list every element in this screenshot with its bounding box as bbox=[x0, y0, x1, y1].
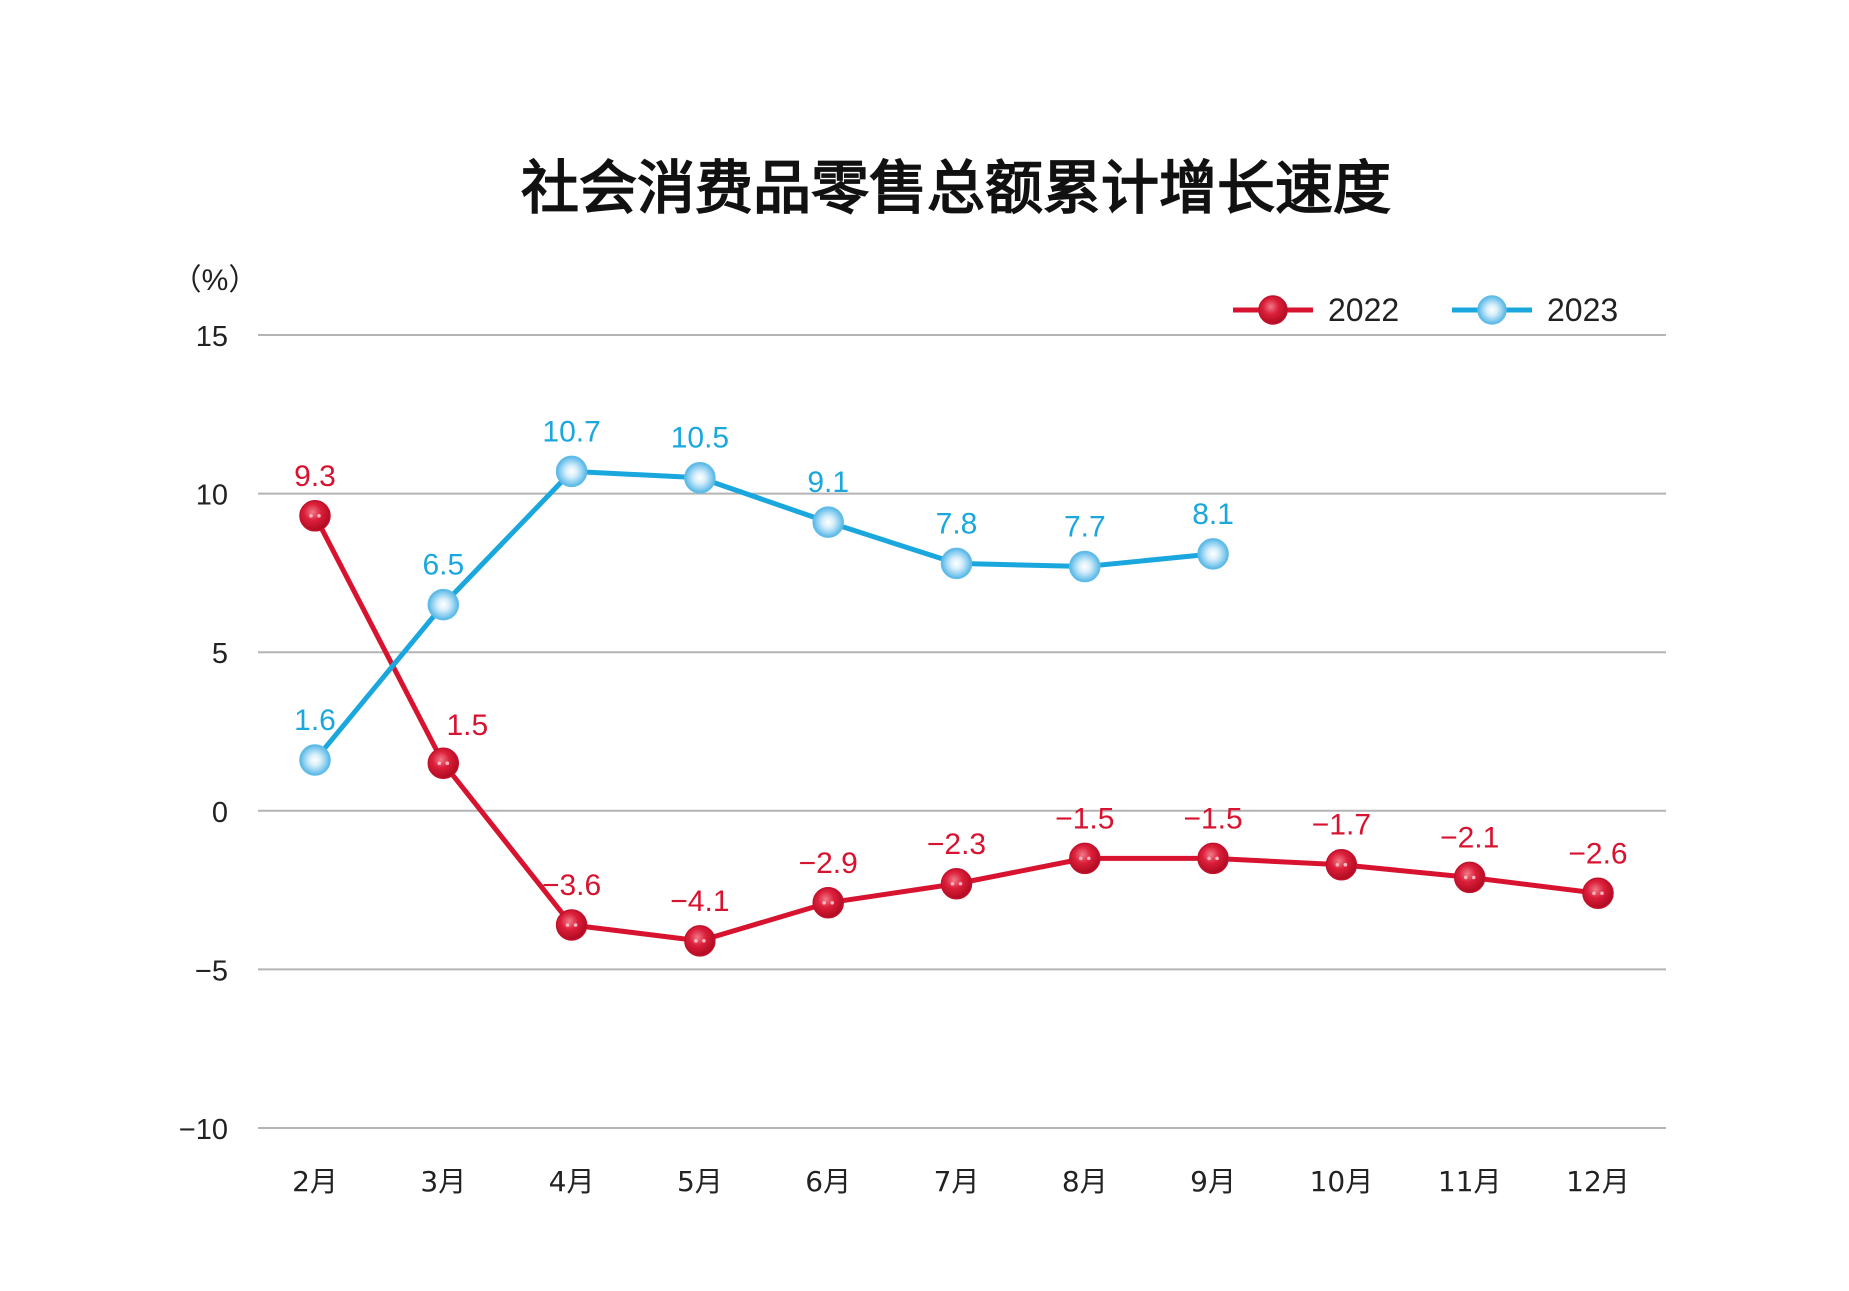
data-point-2023 bbox=[684, 461, 716, 494]
marker-dot bbox=[317, 514, 321, 518]
data-point-2022 bbox=[812, 887, 844, 919]
x-category-label: 7月 bbox=[934, 1165, 980, 1198]
data-point-2022 bbox=[299, 500, 331, 532]
data-label-2023: 10.5 bbox=[671, 422, 729, 455]
marker-dot bbox=[822, 900, 826, 905]
marker-dot bbox=[437, 761, 442, 766]
data-point-2022 bbox=[1325, 848, 1358, 881]
data-label-2022: −4.1 bbox=[670, 885, 729, 918]
x-category-label: 11月 bbox=[1438, 1165, 1502, 1198]
data-label-2022: −2.1 bbox=[1440, 821, 1499, 854]
series-2022: 9.3 1.5 −3.6 −4.1 −2.9 −2.3 −1.5 −1.5 −1.7 −2.1 −2… bbox=[294, 460, 1628, 957]
marker-dot bbox=[1215, 856, 1219, 861]
series-2023: 1.6 6.5 10.7 10.5 9.1 7.8 7.7 8.1 bbox=[294, 415, 1234, 776]
marker-dot bbox=[1592, 891, 1596, 896]
marker-dot bbox=[1600, 891, 1604, 896]
x-category-label: 3月 bbox=[420, 1165, 466, 1198]
legend: 2022 2023 bbox=[1233, 292, 1618, 328]
legend-marker bbox=[1477, 295, 1507, 325]
legend-marker bbox=[1258, 295, 1288, 325]
x-category-label: 2月 bbox=[292, 1165, 338, 1198]
data-label-2023: 10.7 bbox=[542, 415, 600, 448]
data-label-2022: −1.5 bbox=[1183, 802, 1242, 835]
x-category-label: 6月 bbox=[805, 1165, 851, 1198]
marker-dot bbox=[702, 939, 706, 943]
data-point-2023 bbox=[940, 547, 973, 580]
legend-label: 2023 bbox=[1547, 292, 1618, 328]
marker-dot bbox=[445, 761, 450, 766]
marker-dot bbox=[573, 923, 578, 927]
x-category-label: 5月 bbox=[677, 1165, 723, 1198]
data-label-2023: 6.5 bbox=[422, 549, 464, 582]
data-point-2023 bbox=[1197, 538, 1229, 570]
y-axis-ticks: 15 10 5 0 −5 −10 bbox=[179, 321, 228, 1146]
data-point-2023 bbox=[299, 744, 331, 776]
data-point-2022 bbox=[555, 909, 588, 941]
x-category-label: 10月 bbox=[1310, 1165, 1374, 1198]
data-point-2022 bbox=[684, 925, 716, 957]
marker-dot bbox=[1079, 856, 1083, 861]
marker-dot bbox=[958, 881, 963, 886]
x-axis-categories: 2月 3月 4月 5月 6月 7月 8月 9月 10月 11月 12月 bbox=[292, 1165, 1630, 1198]
chart-title: 社会消费品零售总额累计增长速度 bbox=[521, 154, 1391, 222]
data-label-2023: 9.1 bbox=[807, 466, 849, 499]
y-tick-label: 0 bbox=[212, 797, 228, 829]
marker-dot bbox=[830, 900, 834, 905]
data-label-2022: 1.5 bbox=[446, 709, 488, 742]
data-point-2023 bbox=[555, 455, 588, 488]
marker-dot bbox=[1463, 875, 1468, 880]
data-label-2023: 7.7 bbox=[1064, 511, 1106, 544]
legend-item-2023: 2023 bbox=[1452, 292, 1618, 328]
data-point-2023 bbox=[812, 506, 844, 538]
data-point-2022 bbox=[427, 747, 460, 779]
marker-dot bbox=[1087, 856, 1091, 861]
marker-dot bbox=[565, 923, 570, 927]
data-label-2023: 1.6 bbox=[294, 704, 336, 737]
x-category-label: 8月 bbox=[1062, 1165, 1108, 1198]
data-label-2022: −3.6 bbox=[542, 869, 601, 902]
marker-dot bbox=[1471, 875, 1476, 880]
series-line-2023 bbox=[313, 468, 1214, 762]
data-label-2023: 7.8 bbox=[936, 507, 978, 540]
y-tick-label: 10 bbox=[196, 480, 228, 512]
data-label-2023: 8.1 bbox=[1192, 498, 1234, 531]
marker-dot bbox=[1343, 862, 1348, 867]
y-axis-unit-label: （%） bbox=[172, 264, 259, 297]
marker-dot bbox=[694, 939, 698, 943]
data-label-2022: −1.5 bbox=[1055, 802, 1114, 835]
x-category-label: 9月 bbox=[1190, 1165, 1236, 1198]
series: 9.3 1.5 −3.6 −4.1 −2.9 −2.3 −1.5 −1.5 −1.7 −2.1 −2… bbox=[294, 415, 1628, 957]
data-label-2022: −2.3 bbox=[927, 828, 986, 861]
data-point-2022 bbox=[1197, 842, 1229, 875]
y-tick-label: 5 bbox=[212, 638, 228, 670]
legend-label: 2022 bbox=[1328, 292, 1399, 328]
y-tick-label: −5 bbox=[195, 955, 228, 987]
data-point-2022 bbox=[940, 868, 973, 900]
marker-dot bbox=[309, 514, 313, 518]
y-tick-label: 15 bbox=[196, 321, 228, 353]
x-category-label: 12月 bbox=[1566, 1165, 1630, 1198]
data-label-2022: −2.6 bbox=[1568, 837, 1627, 870]
marker-dot bbox=[1207, 856, 1211, 861]
data-point-2022 bbox=[1582, 877, 1614, 910]
data-label-2022: 9.3 bbox=[294, 460, 336, 493]
data-label-2022: −1.7 bbox=[1312, 809, 1371, 842]
data-label-2022: −2.9 bbox=[799, 847, 858, 880]
y-tick-label: −10 bbox=[179, 1114, 228, 1146]
x-category-label: 4月 bbox=[549, 1165, 595, 1198]
data-point-2023 bbox=[427, 588, 460, 621]
marker-dot bbox=[950, 881, 955, 886]
data-point-2022 bbox=[1453, 861, 1486, 894]
marker-dot bbox=[1335, 862, 1340, 867]
legend-item-2022: 2022 bbox=[1233, 292, 1399, 328]
data-point-2023 bbox=[1069, 550, 1101, 583]
data-point-2022 bbox=[1069, 842, 1101, 875]
gridlines bbox=[258, 334, 1666, 1129]
